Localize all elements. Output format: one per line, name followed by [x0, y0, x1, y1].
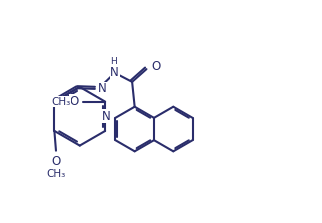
Text: O: O [51, 155, 61, 167]
Text: N: N [98, 82, 107, 95]
Text: CH₃: CH₃ [46, 169, 66, 179]
Text: H: H [110, 57, 117, 66]
Text: N: N [102, 110, 110, 123]
Text: CH₃: CH₃ [52, 97, 71, 107]
Text: N: N [110, 66, 119, 79]
Text: O: O [70, 95, 79, 108]
Text: O: O [151, 60, 160, 73]
